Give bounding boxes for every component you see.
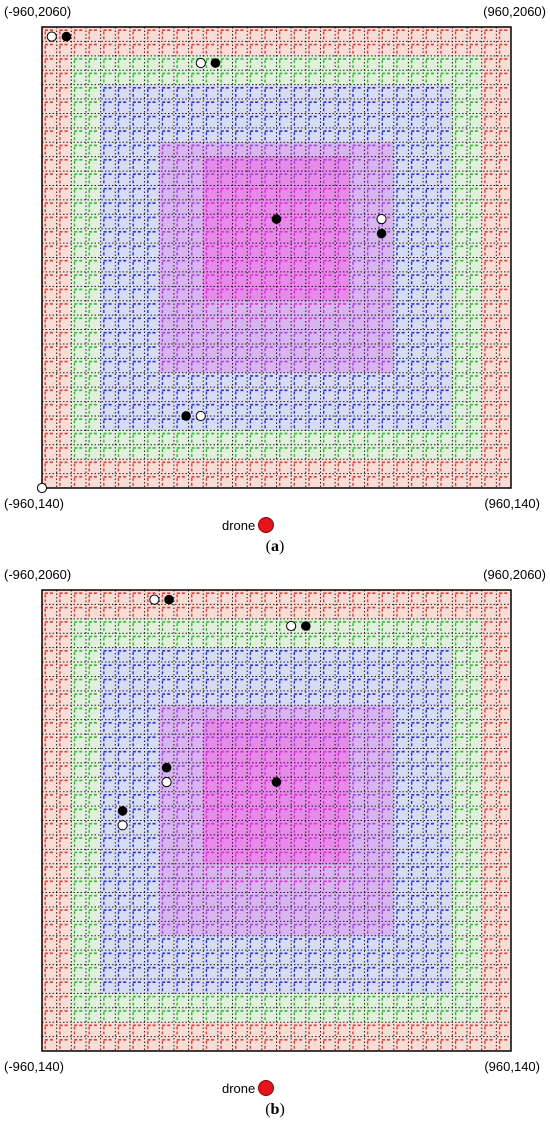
drone-marker: drone — [222, 1080, 275, 1096]
caption-letter: b — [270, 1101, 280, 1118]
panel-b: (-960,2060) (960,2060) (-960,140) (960,1… — [0, 563, 550, 1126]
filled-point — [210, 58, 221, 68]
drone-label: drone — [222, 517, 256, 533]
open-point — [117, 820, 128, 831]
filled-point — [301, 621, 311, 631]
corner-label-bottom-left: (-960,140) — [4, 1059, 64, 1074]
drone-marker: drone — [222, 517, 275, 533]
caption-a: (a) — [265, 538, 285, 555]
filled-point — [181, 411, 191, 421]
corner-label-bottom-left: (-960,140) — [4, 496, 64, 511]
open-point — [195, 57, 206, 69]
corner-label-top-right: (960,2060) — [483, 567, 546, 582]
grid-diagram-b — [41, 589, 512, 1052]
dashed-segments — [44, 29, 509, 486]
grid-diagram-a — [36, 26, 512, 494]
dashed-segments — [44, 592, 509, 1049]
drone-icon — [258, 517, 275, 533]
corner-label-top-right: (960,2060) — [483, 4, 546, 19]
frame-border — [41, 589, 512, 1052]
open-point — [161, 776, 172, 788]
open-point — [195, 410, 206, 422]
open-point — [46, 31, 57, 42]
filled-point — [161, 762, 172, 773]
corner-label-top-left: (-960,2060) — [4, 567, 72, 582]
open-point — [36, 482, 48, 494]
grid-lines — [42, 27, 511, 488]
caption-letter: a — [271, 538, 279, 555]
filled-point — [164, 594, 174, 605]
panel-a: (-960,2060) (960,2060) (-960,140) (960,1… — [4, 4, 546, 555]
filled-point — [117, 806, 128, 816]
caption-b: (b) — [265, 1101, 285, 1118]
frame-border — [41, 26, 512, 489]
drone-label: drone — [222, 1080, 256, 1096]
open-point — [286, 620, 297, 632]
open-point — [376, 213, 387, 225]
corner-label-bottom-right: (960,140) — [484, 496, 540, 511]
filled-point — [271, 214, 282, 224]
filled-point — [61, 31, 72, 42]
corner-label-top-left: (-960,2060) — [4, 4, 72, 19]
drone-icon — [258, 1080, 275, 1096]
filled-point — [376, 228, 387, 239]
corner-label-bottom-right: (960,140) — [484, 1059, 540, 1074]
filled-point — [271, 777, 282, 787]
open-point — [149, 594, 160, 605]
grid-lines — [42, 590, 511, 1051]
